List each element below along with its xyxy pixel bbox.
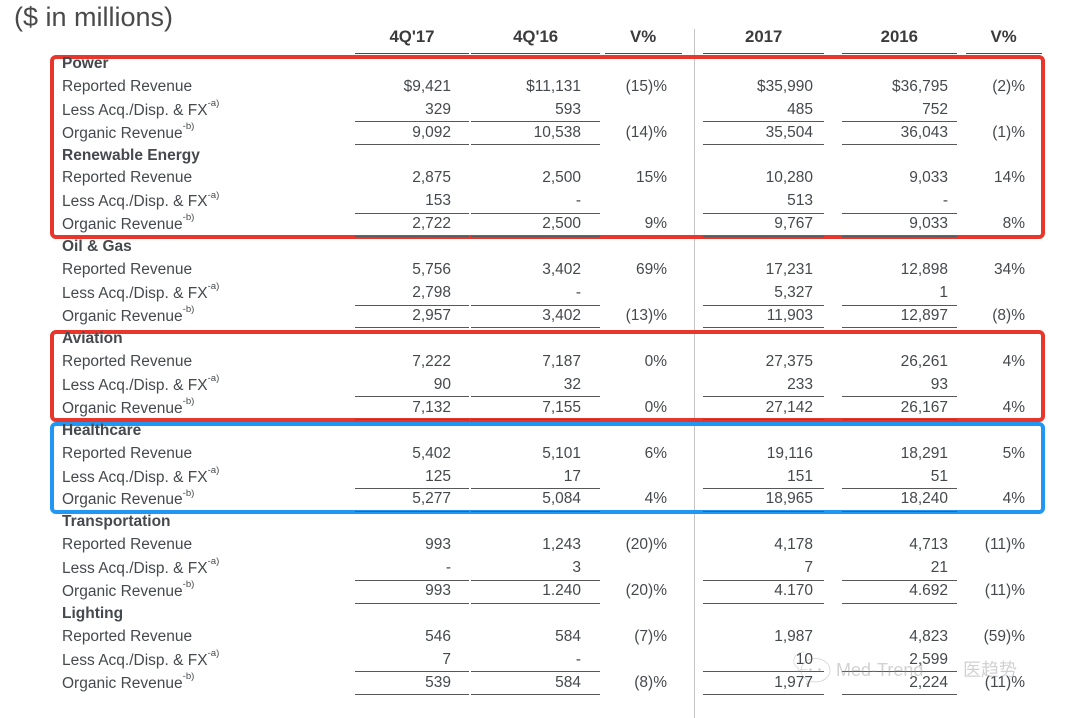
svg-text:医趋势: 医趋势	[963, 656, 1017, 682]
svg-text:Med-Trend: Med-Trend	[836, 660, 923, 680]
